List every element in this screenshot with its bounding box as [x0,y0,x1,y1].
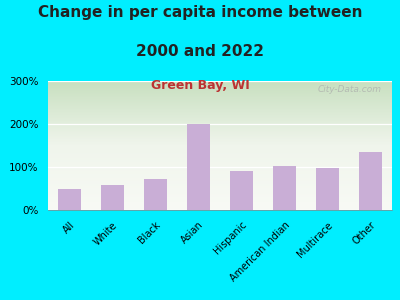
Text: Change in per capita income between: Change in per capita income between [38,4,362,20]
Bar [101,185,124,210]
Bar [187,124,210,210]
Text: City-Data.com: City-Data.com [318,85,382,94]
Bar [273,166,296,210]
Text: 2000 and 2022: 2000 and 2022 [136,44,264,59]
Bar [58,188,81,210]
Bar [144,179,167,210]
Text: Green Bay, WI: Green Bay, WI [151,80,249,92]
Bar [316,168,339,210]
Bar [230,171,253,210]
Bar [359,152,382,210]
